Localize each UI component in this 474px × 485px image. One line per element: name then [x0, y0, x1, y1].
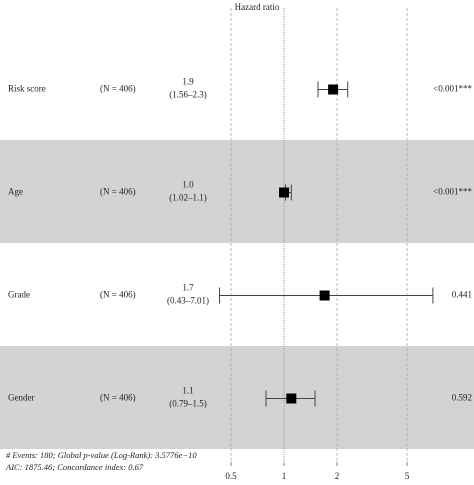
row-label: Gender	[8, 393, 35, 403]
footnote: AIC: 1875.46; Concordance index: 0.67	[5, 462, 144, 472]
ci-label: (1.02–1.1)	[169, 193, 207, 203]
ci-label: (1.56–2.3)	[169, 90, 207, 100]
row-label: Age	[8, 187, 23, 197]
x-tick-label: 5	[405, 471, 410, 481]
ci-label: (0.79–1.5)	[169, 399, 207, 409]
background	[0, 140, 474, 449]
hr-label: 1.9	[182, 77, 194, 87]
hr-point	[286, 393, 297, 404]
n-label: (N = 406)	[100, 84, 136, 94]
p-value: 0.441	[452, 290, 472, 300]
hr-point	[328, 84, 339, 95]
ci-label: (0.43–7.01)	[167, 296, 209, 306]
chart-title: Hazard ratio	[235, 2, 280, 12]
n-label: (N = 406)	[100, 290, 136, 300]
p-value: <0.001***	[433, 187, 472, 197]
hr-label: 1.1	[182, 386, 193, 396]
hr-point	[279, 187, 290, 198]
row-label: Risk score	[8, 84, 46, 94]
x-tick-label: 1	[282, 471, 287, 481]
p-value: 0.592	[452, 393, 472, 403]
n-label: (N = 406)	[100, 393, 136, 403]
row-shade	[0, 346, 474, 449]
footnote: # Events: 180; Global p-value (Log-Rank)…	[6, 450, 197, 460]
hr-label: 1.0	[182, 180, 194, 190]
x-tick-label: 0.5	[225, 471, 237, 481]
row-shade	[0, 140, 474, 243]
hr-label: 1.7	[182, 283, 194, 293]
x-tick-label: 2	[335, 471, 340, 481]
n-label: (N = 406)	[100, 187, 136, 197]
row-label: Grade	[8, 290, 30, 300]
p-value: <0.001***	[433, 84, 472, 94]
hr-point	[319, 290, 330, 301]
